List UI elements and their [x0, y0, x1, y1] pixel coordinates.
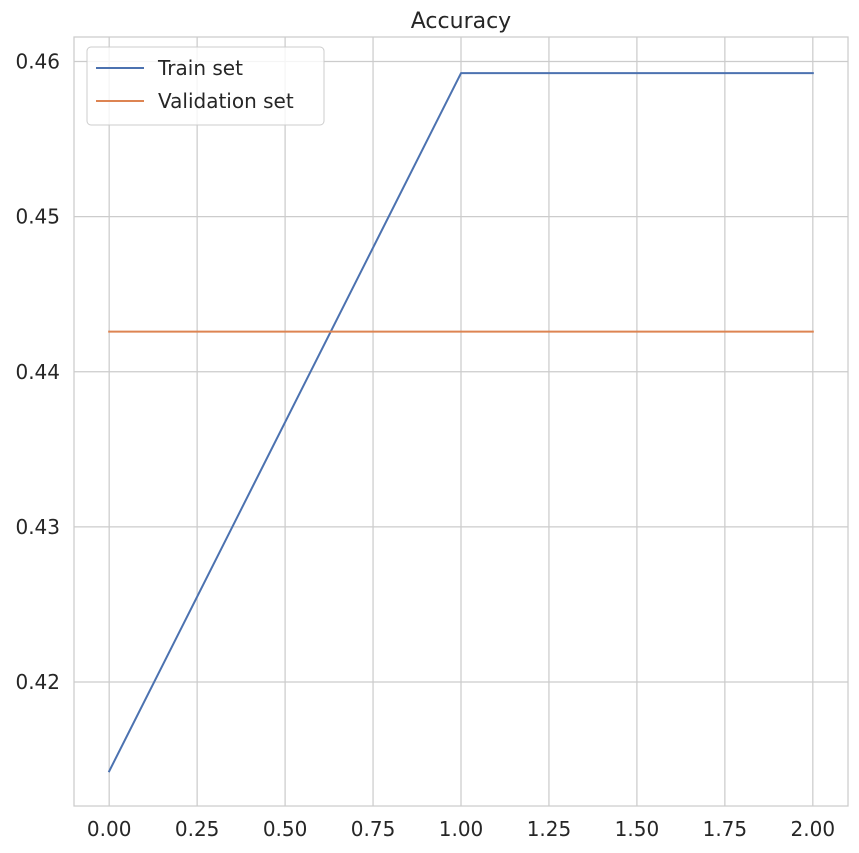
- x-tick-label: 0.50: [263, 817, 308, 841]
- legend-items: Train set Validation set: [96, 56, 294, 113]
- y-tick-label: 0.46: [15, 50, 60, 74]
- x-axis-tick-labels: 0.00 0.25 0.50 0.75 1.00 1.25 1.50 1.75 2.00: [87, 817, 835, 841]
- y-tick-label: 0.42: [15, 670, 60, 694]
- legend-label-0: Train set: [157, 56, 243, 80]
- x-tick-label: 1.25: [527, 817, 572, 841]
- grid-layer: [74, 37, 848, 806]
- x-tick-label: 0.25: [175, 817, 220, 841]
- x-tick-label: 1.00: [439, 817, 484, 841]
- y-tick-label: 0.45: [15, 205, 60, 229]
- y-axis-tick-labels: 0.42 0.43 0.44 0.45 0.46: [15, 50, 60, 695]
- y-tick-label: 0.43: [15, 515, 60, 539]
- x-tick-label: 0.75: [351, 817, 396, 841]
- x-tick-label: 1.50: [615, 817, 660, 841]
- y-tick-label: 0.44: [15, 360, 60, 384]
- legend-box: [86, 46, 325, 126]
- chart-title: Accuracy: [411, 9, 511, 34]
- x-tick-label: 2.00: [791, 817, 836, 841]
- legend: Train set Validation set: [86, 46, 325, 126]
- series-layer: [107, 72, 814, 773]
- legend-label-1: Validation set: [158, 89, 294, 113]
- series-line-0: [107, 72, 814, 773]
- x-tick-label: 1.75: [703, 817, 748, 841]
- x-tick-label: 0.00: [87, 817, 132, 841]
- plot-frame: [73, 36, 849, 807]
